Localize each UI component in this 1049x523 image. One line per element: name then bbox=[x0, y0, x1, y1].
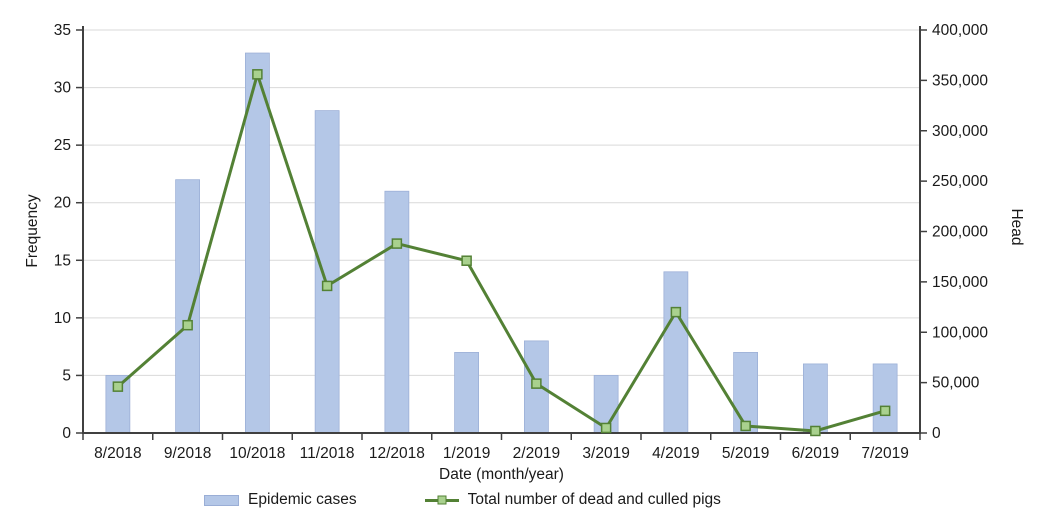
bar-6/2019 bbox=[803, 363, 828, 434]
right-tick-label: 350,000 bbox=[932, 72, 988, 89]
left-tick-label: 0 bbox=[62, 425, 71, 442]
bar-5/2019 bbox=[733, 352, 758, 434]
x-tick-label: 9/2018 bbox=[164, 445, 211, 462]
x-tick-label: 2/2019 bbox=[513, 445, 560, 462]
right-tick-label: 0 bbox=[932, 425, 941, 442]
x-tick-label: 7/2019 bbox=[861, 445, 908, 462]
marker-8/2018 bbox=[112, 381, 124, 392]
marker-1/2019 bbox=[461, 255, 472, 266]
marker-2/2019 bbox=[531, 378, 542, 389]
right-axis-title: Head bbox=[1008, 208, 1025, 246]
line-series bbox=[116, 72, 886, 433]
marker-7/2019 bbox=[879, 405, 891, 417]
legend-label-epidemic-cases: Epidemic cases bbox=[248, 491, 357, 508]
legend-item-dead-culled-pigs: Total number of dead and culled pigs bbox=[424, 491, 721, 509]
bar-12/2018 bbox=[384, 190, 410, 434]
legend: Epidemic cases Total number of dead and … bbox=[0, 491, 987, 509]
bar-1/2019 bbox=[454, 352, 479, 434]
line-series-swatch bbox=[424, 495, 459, 505]
right-tick-label: 300,000 bbox=[932, 123, 988, 140]
right-tick-label: 150,000 bbox=[932, 274, 988, 291]
marker-4/2019 bbox=[670, 306, 682, 318]
marker-3/2019 bbox=[600, 422, 612, 434]
left-axis-title: Frequency bbox=[24, 194, 41, 268]
left-tick-label: 15 bbox=[54, 252, 71, 269]
left-tick-label: 10 bbox=[54, 310, 72, 327]
x-tick-label: 3/2019 bbox=[582, 445, 629, 462]
right-tick-label: 200,000 bbox=[932, 224, 988, 241]
bar-9/2018 bbox=[175, 179, 200, 434]
left-tick-label: 35 bbox=[54, 22, 71, 39]
x-tick-label: 4/2019 bbox=[652, 445, 699, 462]
legend-label-dead-culled-pigs: Total number of dead and culled pigs bbox=[467, 491, 721, 508]
x-tick-label: 6/2019 bbox=[792, 445, 839, 462]
x-tick-label: 8/2018 bbox=[94, 445, 141, 462]
marker-6/2019 bbox=[810, 425, 821, 437]
marker-11/2018 bbox=[321, 280, 333, 292]
bar-7/2019 bbox=[872, 363, 898, 434]
right-tick-label: 400,000 bbox=[932, 22, 988, 39]
x-tick-label: 11/2018 bbox=[300, 445, 355, 462]
marker-10/2018 bbox=[252, 69, 263, 80]
right-tick-label: 50,000 bbox=[932, 375, 980, 392]
x-tick-label: 12/2018 bbox=[369, 445, 425, 462]
bar-10/2018 bbox=[245, 52, 270, 434]
bar-series-swatch bbox=[204, 494, 240, 506]
legend-item-epidemic-cases: Epidemic cases bbox=[204, 491, 357, 509]
bar-4/2019 bbox=[663, 271, 689, 434]
x-tick-label: 1/2019 bbox=[443, 445, 490, 462]
right-tick-label: 100,000 bbox=[932, 324, 988, 341]
left-tick-label: 30 bbox=[54, 80, 72, 97]
x-axis-title: Date (month/year) bbox=[439, 466, 564, 483]
marker-12/2018 bbox=[391, 238, 403, 249]
x-tick-label: 5/2019 bbox=[722, 445, 769, 462]
left-tick-label: 20 bbox=[54, 195, 72, 212]
left-tick-label: 25 bbox=[54, 137, 71, 154]
marker-5/2019 bbox=[740, 420, 751, 432]
right-tick-label: 250,000 bbox=[932, 173, 988, 190]
marker-9/2018 bbox=[182, 319, 193, 331]
line-marker-swatch bbox=[437, 495, 447, 505]
left-tick-label: 5 bbox=[62, 367, 71, 384]
x-tick-label: 10/2018 bbox=[229, 445, 285, 462]
bar-11/2018 bbox=[314, 110, 340, 434]
